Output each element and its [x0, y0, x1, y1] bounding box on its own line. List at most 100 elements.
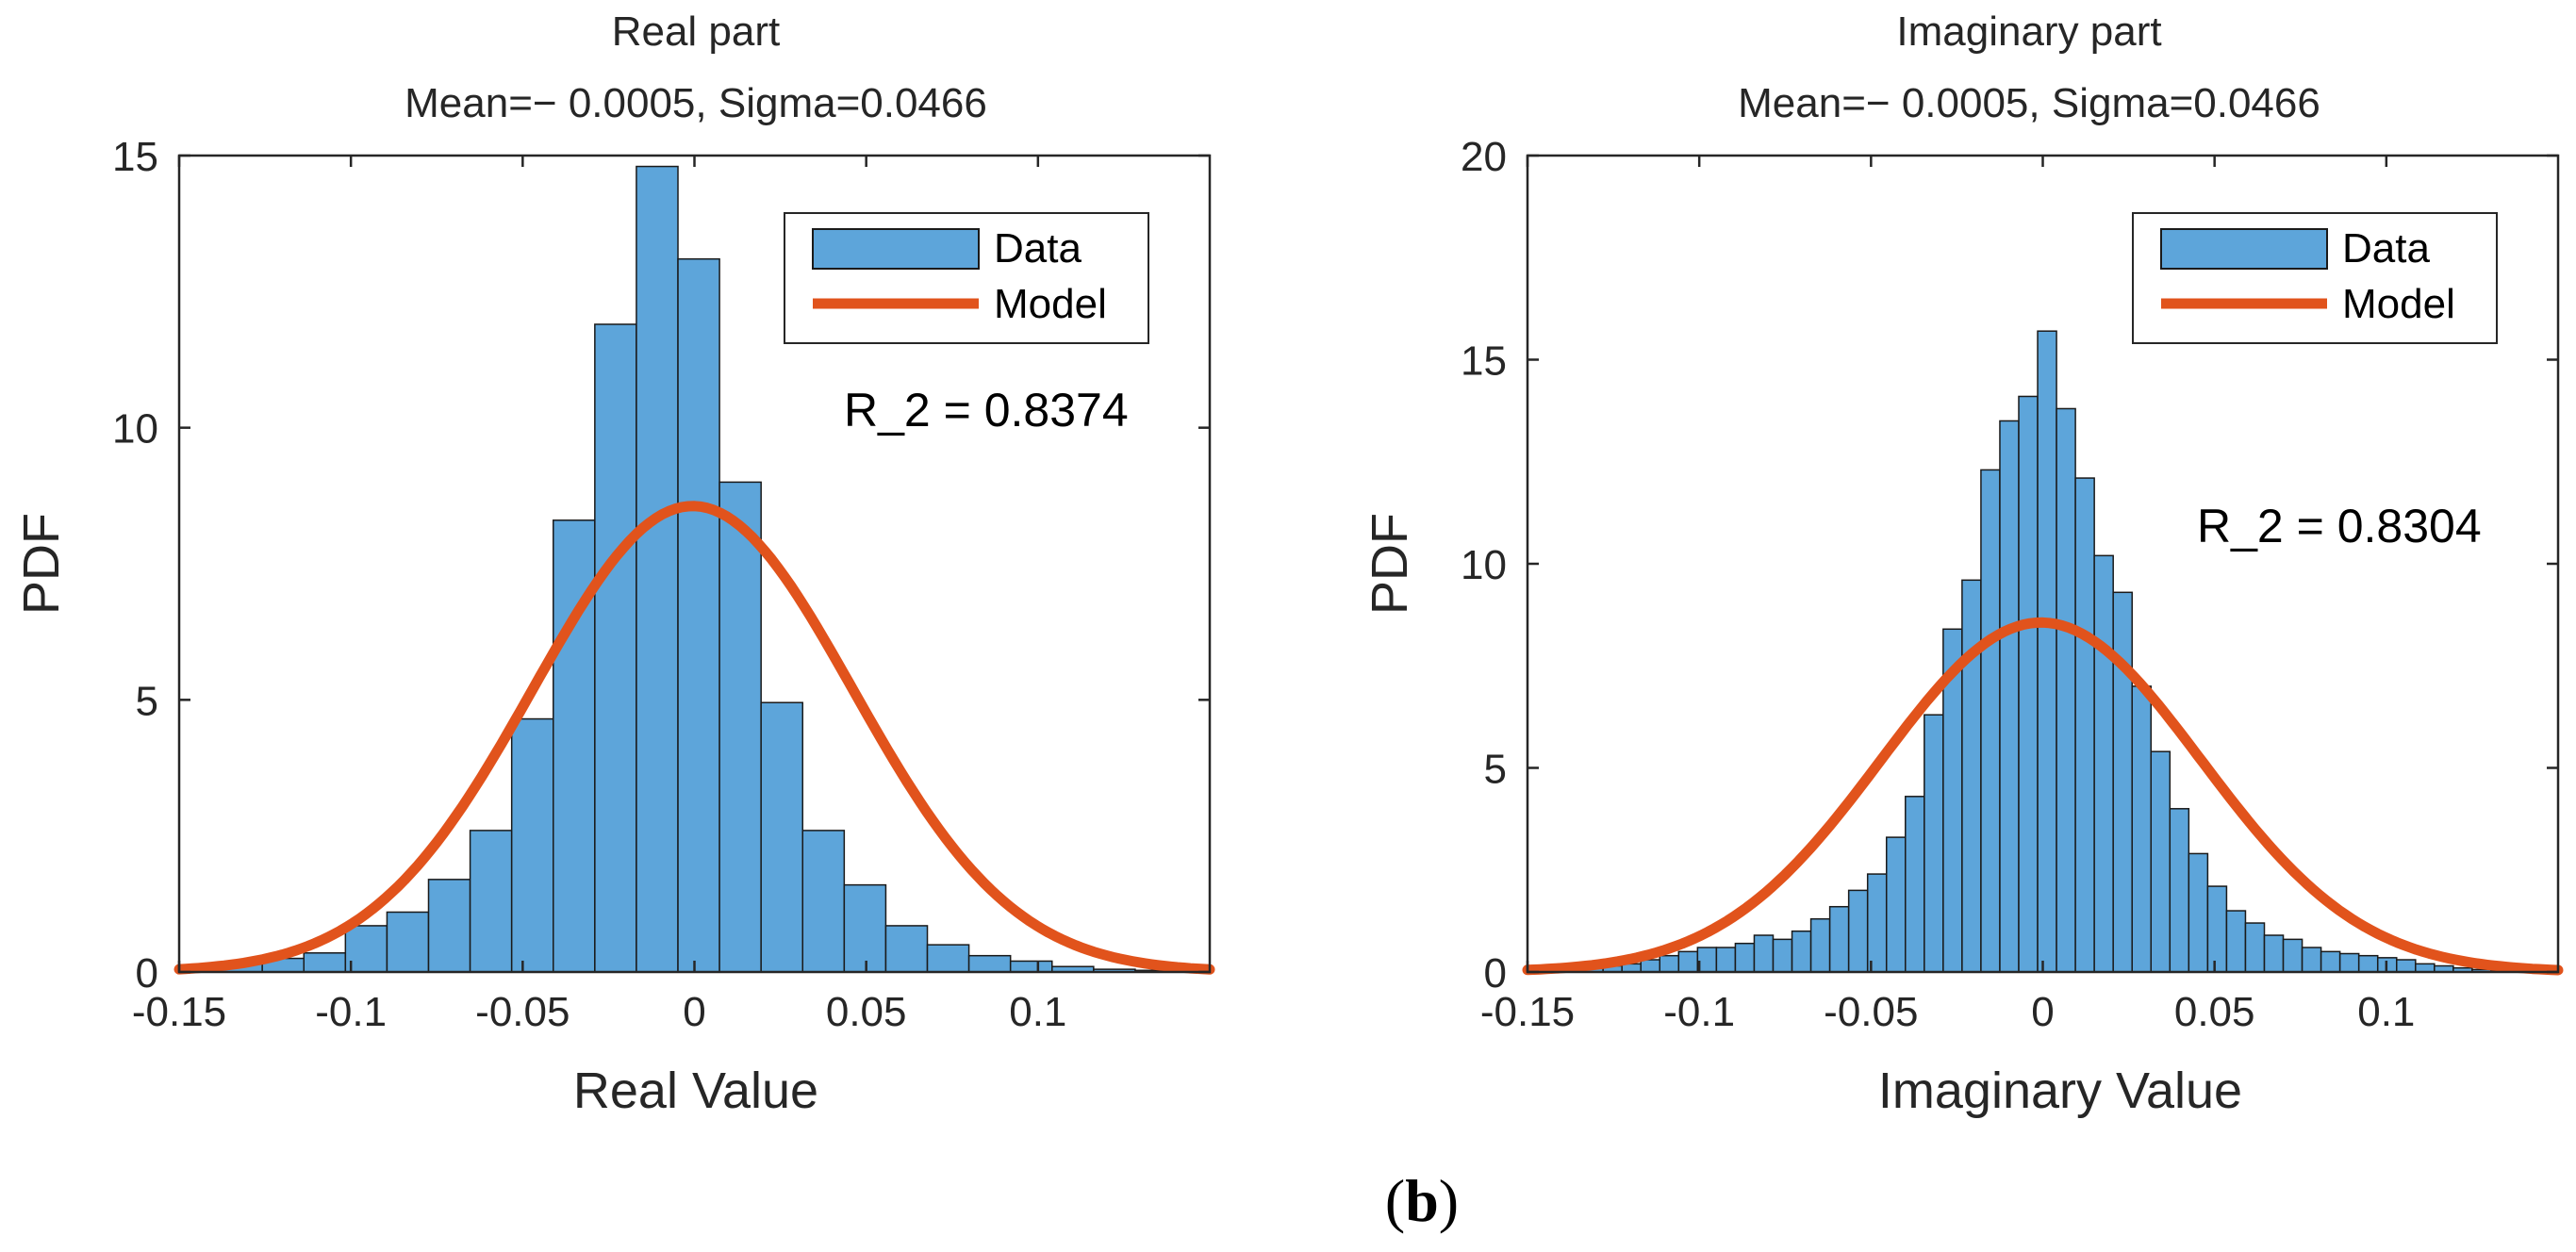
histogram-bar: [1961, 579, 1982, 973]
x-ticks: -0.15 -0.1 -0.05 0 0.05 0.1: [1480, 156, 2415, 1035]
y-tick-label: 10: [1461, 542, 1507, 588]
chart-title: Imaginary part: [1896, 8, 2161, 55]
histogram-bar: [760, 701, 804, 973]
histogram-bar: [801, 830, 846, 973]
histogram-bar: [594, 323, 637, 973]
histogram-bar: [1809, 917, 1831, 973]
histogram-bar: [1924, 714, 1944, 973]
histogram-bar: [469, 830, 513, 973]
legend-model-label: Model: [2342, 281, 2455, 327]
histogram-bar: [2188, 852, 2209, 973]
y-tick-label: 0: [1484, 950, 1507, 997]
bars: [1527, 330, 2559, 973]
x-ticks: -0.15 -0.1 -0.05 0 0.05 0.1: [132, 156, 1066, 1035]
bars: [178, 165, 1211, 973]
figure-caption: (b): [1385, 1167, 1459, 1234]
histogram-bar: [303, 952, 347, 973]
legend-data-label: Data: [2342, 225, 2430, 272]
y-tick-label: 10: [112, 406, 158, 453]
x-tick-label: 0: [683, 989, 705, 1035]
caption-close: ): [1439, 1167, 1459, 1234]
histogram-bar: [884, 925, 929, 973]
histogram-bar: [1866, 873, 1888, 973]
histogram-bar: [1677, 950, 1699, 973]
y-tick-label: 15: [112, 134, 158, 180]
histogram-bar: [2074, 477, 2095, 973]
histogram-bar: [1009, 960, 1053, 973]
x-tick-label: 0.05: [2174, 989, 2255, 1035]
histogram-bar: [2056, 407, 2076, 973]
histogram-bar: [2093, 554, 2114, 973]
histogram-bar: [2037, 330, 2057, 973]
x-tick-label: -0.05: [1824, 989, 1918, 1035]
caption-open: (: [1385, 1167, 1405, 1234]
x-axis-label: Real Value: [573, 1063, 818, 1119]
histogram-bar: [1980, 469, 2001, 973]
histogram-bar: [2396, 959, 2417, 973]
histogram-bar: [1905, 796, 1925, 973]
histogram-bar: [967, 954, 1012, 973]
histogram-bar: [1828, 905, 1850, 973]
histogram-bar: [1640, 959, 1661, 973]
model-curve: [173, 501, 1215, 975]
x-tick-label: 0: [2031, 989, 2054, 1035]
histogram-bar: [2169, 808, 2190, 973]
histogram-bar: [1999, 420, 2020, 973]
y-axis-label: PDF: [13, 513, 70, 615]
histogram-bar: [2415, 963, 2436, 973]
x-tick-label: -0.15: [132, 989, 226, 1035]
x-tick-label: 0.1: [2357, 989, 2415, 1035]
histogram-bar: [1772, 938, 1793, 973]
histogram-bar: [510, 717, 554, 973]
histogram-bar: [2282, 938, 2304, 973]
histogram-bar: [2018, 395, 2039, 973]
histogram-bar: [1659, 954, 1680, 973]
histogram-bar: [2338, 952, 2360, 973]
caption-letter: b: [1405, 1167, 1439, 1234]
histogram-bar: [2357, 954, 2379, 973]
histogram-bar: [427, 879, 471, 973]
histogram-bar: [2320, 950, 2341, 973]
x-tick-label: -0.15: [1480, 989, 1575, 1035]
x-tick-label: -0.1: [1663, 989, 1735, 1035]
histogram-bar: [2150, 750, 2171, 973]
histogram-bar: [1734, 942, 1756, 973]
histogram-bar: [677, 257, 720, 973]
y-tick-label: 0: [136, 950, 158, 997]
legend: Data Model: [784, 212, 1149, 344]
x-tick-label: 0.05: [826, 989, 907, 1035]
chart-title: Real part: [612, 8, 781, 55]
x-tick-label: -0.05: [475, 989, 570, 1035]
histogram-bar: [926, 944, 970, 973]
histogram-bar: [2131, 685, 2153, 973]
histogram-bar: [386, 911, 430, 973]
legend-data-label: Data: [994, 225, 1082, 272]
legend-data-swatch: [812, 228, 980, 270]
histogram-bar: [2244, 922, 2266, 973]
histogram-bar: [1885, 836, 1907, 973]
histogram-bar: [2263, 934, 2285, 973]
histogram-bar: [2112, 591, 2133, 973]
y-tick-label: 5: [1484, 747, 1507, 793]
x-tick-label: 0.1: [1009, 989, 1066, 1035]
y-tick-label: 15: [1461, 338, 1507, 385]
histogram-bar: [1791, 930, 1812, 973]
model-curve: [1522, 617, 2564, 976]
histogram-bar: [2225, 910, 2247, 973]
panel-real: Real part Mean=− 0.0005, Sigma=0.0466 -0…: [13, 8, 1215, 1119]
r2-annotation: R_2 = 0.8374: [844, 384, 1129, 437]
panel-imaginary: Imaginary part Mean=− 0.0005, Sigma=0.04…: [1362, 8, 2564, 1119]
histogram-bar: [718, 481, 762, 973]
histogram-bar: [2206, 885, 2228, 973]
histogram-bar: [1847, 889, 1869, 973]
y-ticks: 0 5 10 15: [112, 134, 1210, 997]
histogram-bar: [636, 165, 679, 973]
legend: Data Model: [2132, 212, 2498, 344]
histogram-bar: [843, 883, 887, 973]
histogram-bar: [1715, 947, 1737, 973]
histogram-bar: [2301, 947, 2322, 973]
y-tick-label: 5: [136, 678, 158, 724]
x-axis-label: Imaginary Value: [1878, 1063, 2242, 1119]
histogram-bar: [1753, 934, 1775, 973]
